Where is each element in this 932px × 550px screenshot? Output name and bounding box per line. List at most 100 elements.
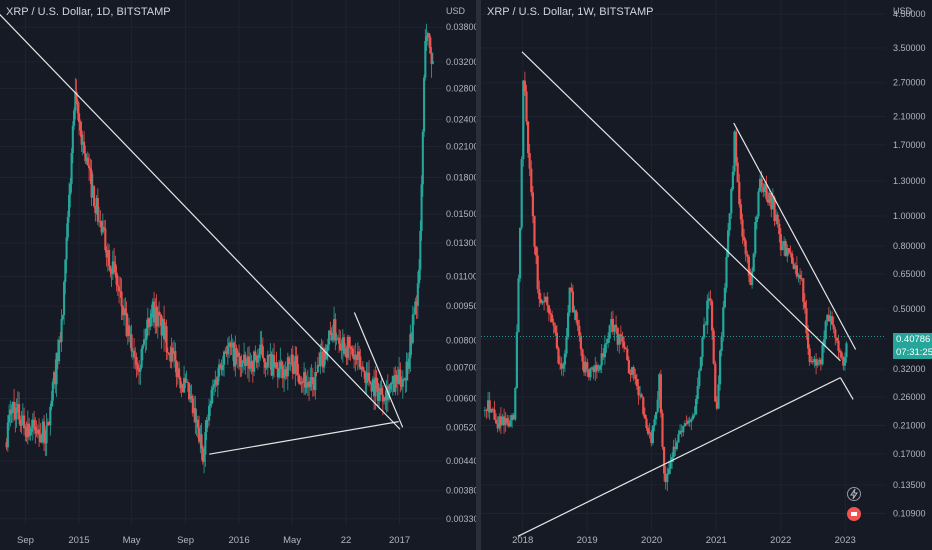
- candle-body: [46, 422, 49, 426]
- candle-body: [592, 367, 595, 373]
- candle-body: [191, 398, 194, 414]
- candle-body: [493, 409, 496, 420]
- candle-body: [351, 349, 354, 357]
- candle-body: [225, 351, 228, 355]
- candle-body: [746, 254, 749, 257]
- candle-body: [334, 319, 337, 341]
- candle-body: [165, 326, 168, 353]
- candle-body: [328, 330, 331, 345]
- candle-body: [48, 422, 51, 426]
- candle-body: [370, 383, 373, 392]
- candle-body: [568, 287, 571, 313]
- candle-body: [183, 378, 186, 393]
- candle-body: [133, 350, 136, 358]
- candle-body: [683, 423, 686, 427]
- candle-body: [765, 184, 768, 200]
- candle-body: [425, 36, 428, 41]
- candle-body: [293, 373, 296, 375]
- candle-body: [345, 348, 348, 358]
- candle-body: [21, 415, 24, 425]
- candle-body: [33, 419, 36, 427]
- candle-body: [661, 413, 664, 447]
- y-tick-label: 0.03800: [446, 22, 476, 32]
- y-tick-label: 0.26000: [893, 392, 926, 402]
- candle-body: [18, 403, 21, 420]
- candle-body: [104, 228, 107, 250]
- y-tick-label: 1.30000: [893, 176, 926, 186]
- candle-body: [235, 348, 238, 357]
- candle-body: [315, 372, 318, 373]
- candle-body: [236, 352, 239, 357]
- candle-body: [279, 361, 282, 370]
- daily-chart-title: XRP / U.S. Dollar, 1D, BITSTAMP: [6, 6, 171, 18]
- candle-body: [835, 337, 838, 341]
- candle-body: [845, 343, 848, 358]
- candle-body: [16, 403, 19, 408]
- candle-body: [806, 333, 810, 349]
- candle-body: [763, 184, 766, 192]
- candle-body: [774, 214, 778, 222]
- candle-body: [776, 214, 779, 224]
- candle-body: [340, 349, 343, 351]
- y-tick-label: 3.50000: [893, 43, 926, 53]
- candle-body: [526, 121, 530, 154]
- candle-body: [717, 384, 720, 409]
- candle-body: [837, 340, 840, 351]
- candle-body: [200, 434, 203, 449]
- candle-body: [39, 434, 42, 442]
- candle-body: [100, 221, 103, 233]
- candle-body: [216, 376, 219, 386]
- candle-body: [797, 274, 800, 277]
- candle-body: [595, 365, 598, 371]
- x-tick-label: 2015: [68, 535, 89, 546]
- candle-body: [389, 383, 392, 390]
- candle-body: [619, 334, 622, 337]
- candle-body: [800, 278, 803, 280]
- candle-body: [361, 366, 364, 370]
- candle-body: [547, 305, 550, 314]
- candle-body: [214, 379, 217, 385]
- candle-body: [63, 281, 66, 316]
- daily-chart-svg[interactable]: USD 0.03800 0.03200 0.02800 0.02400 0.02100 0.…: [0, 0, 476, 550]
- candle-body: [587, 369, 590, 378]
- candle-body: [369, 381, 372, 384]
- candle-body: [35, 430, 38, 434]
- chart-pane-daily[interactable]: USD 0.03800 0.03200 0.02800 0.02400 0.02100 0.…: [0, 0, 476, 550]
- chart-pane-weekly[interactable]: USD 4.50000 3.50000 2.70000 2.10000 1.70000 1.…: [481, 0, 932, 550]
- lightning-icon[interactable]: [847, 487, 861, 501]
- candle-body: [701, 337, 704, 358]
- candle-body: [226, 345, 229, 355]
- candle-body: [554, 325, 557, 333]
- candle-body: [70, 153, 73, 184]
- candle-body: [110, 271, 113, 274]
- candle-body: [517, 278, 520, 333]
- candle-body: [256, 358, 259, 363]
- candle-body: [124, 308, 127, 313]
- candle-body: [286, 357, 289, 377]
- candle-body: [109, 265, 112, 272]
- candle-body: [363, 369, 366, 372]
- candle-body: [259, 344, 262, 355]
- flag-icon[interactable]: [847, 507, 861, 521]
- candle-body: [309, 380, 312, 388]
- candles: [483, 71, 848, 492]
- candle-body: [794, 265, 797, 269]
- candle-body: [653, 419, 656, 426]
- candle-body: [266, 354, 269, 367]
- candle-body: [229, 342, 232, 347]
- candle-body: [533, 216, 536, 247]
- candle-body: [669, 462, 672, 469]
- pane-divider[interactable]: [476, 0, 481, 550]
- candle-body: [276, 367, 279, 378]
- candle-body: [391, 375, 394, 383]
- candle-body: [586, 362, 589, 370]
- x-tick-label: 22: [341, 535, 352, 546]
- candle-body: [643, 414, 646, 419]
- candle-body: [59, 339, 62, 342]
- x-tick-label: 2019: [577, 535, 598, 546]
- candle-body: [421, 131, 424, 185]
- candle-body: [779, 234, 782, 251]
- candle-body: [790, 253, 794, 264]
- candle-body: [303, 372, 306, 383]
